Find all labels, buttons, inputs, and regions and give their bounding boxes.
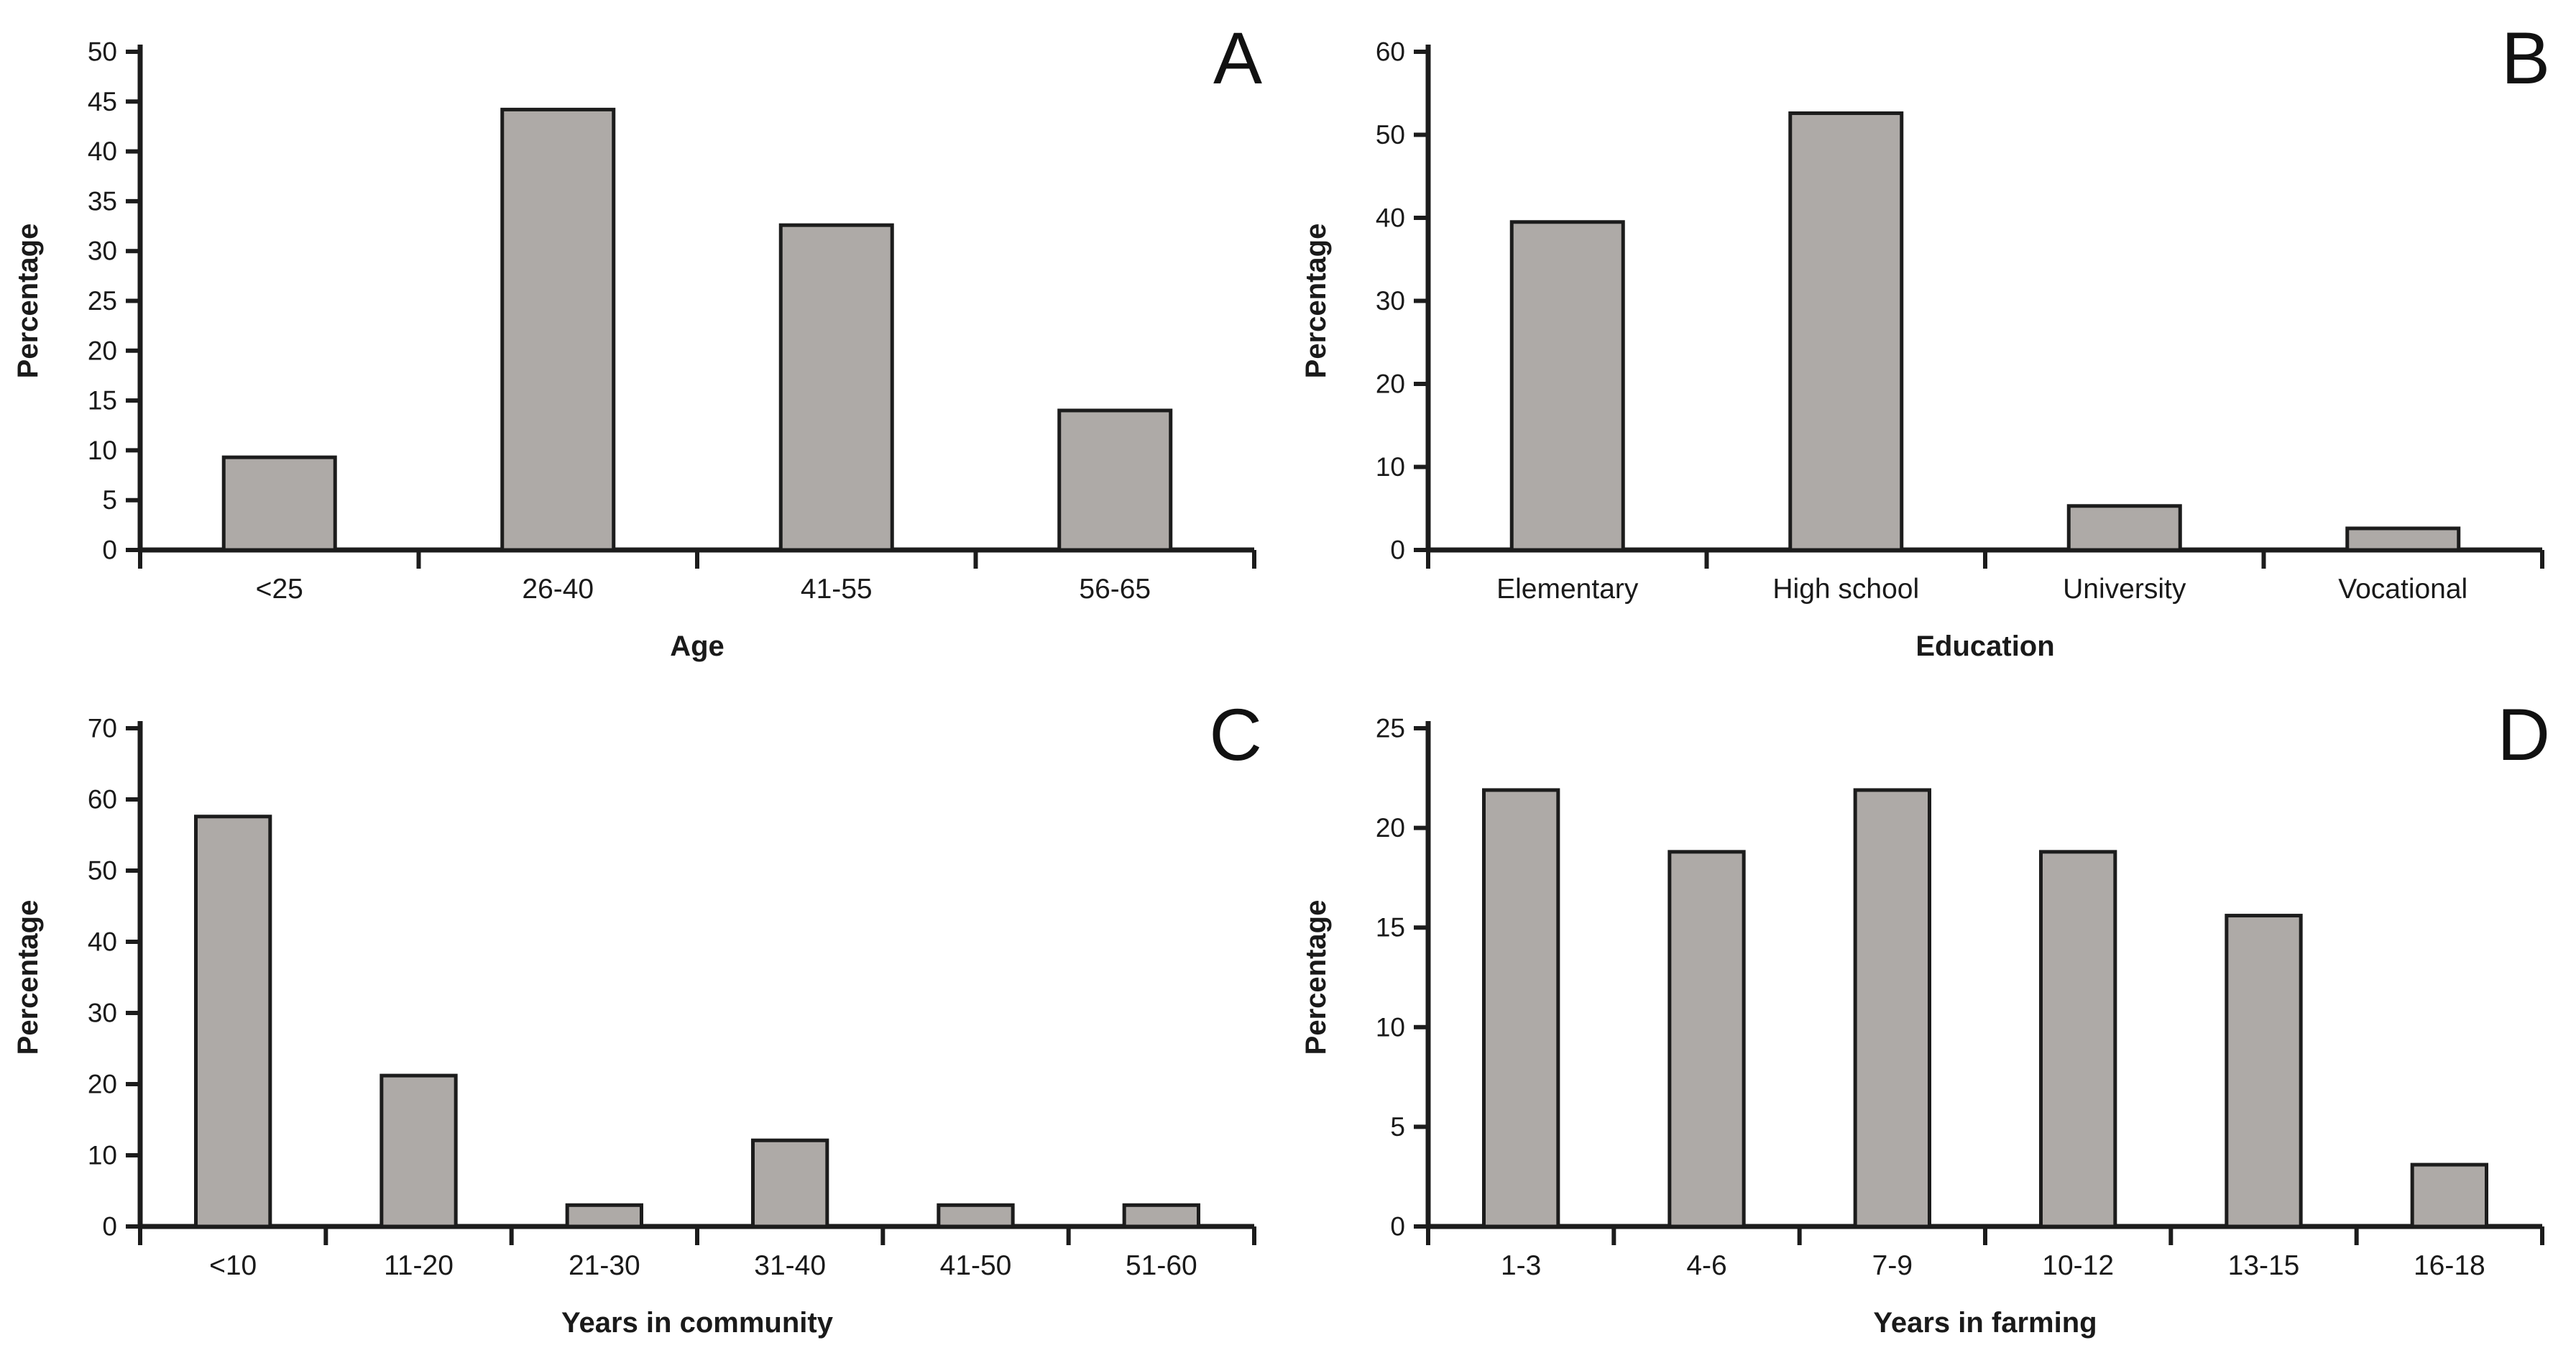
x-category-label: Vocational [2338,574,2467,605]
y-tick-label: 0 [102,1212,117,1242]
x-category-label: 41-50 [940,1250,1012,1281]
y-tick-label: 30 [88,237,117,266]
bar [937,1203,1015,1229]
x-category-label: 4-6 [1686,1250,1726,1281]
panel-chart-a: 0 5 10 15 20 25 30 35 40 45 50 <25 26-40 41-55 56-65 Ag… [0,0,1288,676]
y-tick-label: 50 [88,37,117,67]
bar [1482,788,1560,1229]
x-category-label: Elementary [1496,574,1639,605]
y-tick-label: 50 [88,856,117,886]
bar [2066,504,2182,552]
y-tick-label: 20 [1376,370,1405,399]
x-axis-title: Education [1915,630,2054,662]
y-tick-label: 10 [88,1141,117,1170]
y-tick-label: 10 [88,436,117,465]
bar [2345,526,2461,552]
panel-chart-c: 0 10 20 30 40 50 60 70 <10 11-20 21-30 31-40 41-50 51… [0,676,1288,1353]
bar [500,107,616,552]
y-tick-label: 35 [88,186,117,216]
panel-label: D [2497,694,2550,776]
y-tick-label: 20 [88,1070,117,1099]
y-tick-label: 10 [1376,452,1405,482]
y-axis-title: Percentage [1300,224,1332,379]
y-axis-title: Percentage [1300,900,1332,1055]
bar [2410,1162,2488,1229]
y-tick-label: 25 [88,286,117,316]
bar [380,1073,458,1229]
bar [1788,111,1904,552]
x-category-label: 7-9 [1872,1250,1913,1281]
y-tick-label: 60 [88,785,117,815]
panel-chart-b: 0 10 20 30 40 50 60 Elementary High school Univer… [1288,0,2576,676]
y-tick-label: 40 [88,137,117,166]
y-axis-title: Percentage [12,900,44,1055]
x-axis-title: Age [670,630,724,662]
bar [1853,788,1932,1229]
bar [2039,850,2117,1229]
y-tick-label: 10 [1376,1012,1405,1042]
x-axis-title: Years in community [561,1307,834,1339]
bar [221,455,337,552]
bar [1057,408,1173,552]
x-category-label: 26-40 [522,574,594,605]
panel-chart-d: 0 5 10 15 20 25 1-3 4-6 7-9 10-12 13-15 16-18 Years … [1288,676,2576,1353]
bar [1122,1203,1200,1229]
y-tick-label: 70 [88,714,117,743]
x-category-label: 21-30 [569,1250,640,1281]
y-tick-label: 0 [1390,1212,1405,1242]
y-axis-title: Percentage [12,224,44,379]
x-category-label: 11-20 [384,1250,454,1281]
x-category-label: <25 [256,574,303,605]
y-tick-label: 40 [1376,203,1405,233]
y-tick-label: 20 [1376,813,1405,843]
y-tick-label: 0 [102,536,117,565]
x-axis-title: Years in farming [1873,1307,2097,1339]
y-tick-label: 15 [1376,913,1405,942]
bar [2225,914,2303,1229]
y-tick-label: 20 [88,336,117,365]
y-tick-label: 0 [1390,536,1405,565]
x-category-label: 16-18 [2414,1250,2485,1281]
y-tick-label: 5 [1390,1112,1405,1142]
bar-chart-education: 0 10 20 30 40 50 60 Elementary High school Univer… [1300,17,2550,662]
x-category-label: 13-15 [2228,1250,2300,1281]
x-category-label: 10-12 [2042,1250,2114,1281]
y-tick-label: 60 [1376,37,1405,67]
bar [194,815,272,1229]
panel-label: C [1209,694,1262,776]
x-category-label: 1-3 [1501,1250,1541,1281]
y-tick-label: 5 [102,485,117,515]
panel-label: B [2501,17,2550,99]
x-category-label: High school [1772,574,1919,605]
y-tick-label: 30 [1376,286,1405,316]
bar [778,223,894,552]
x-category-label: University [2063,574,2186,605]
bar [1668,850,1746,1229]
y-tick-label: 25 [1376,714,1405,743]
x-category-label: 51-60 [1126,1250,1197,1281]
y-tick-label: 15 [88,386,117,416]
bar-chart-years-in-farming: 0 5 10 15 20 25 1-3 4-6 7-9 10-12 13-15 16-18 Years … [1300,694,2550,1339]
bar-chart-age: 0 5 10 15 20 25 30 35 40 45 50 <25 26-40 41-55 56-65 Ag… [12,17,1262,662]
y-tick-label: 50 [1376,120,1405,150]
bar-chart-years-in-community: 0 10 20 30 40 50 60 70 <10 11-20 21-30 31-40 41-50 51… [12,694,1262,1339]
y-tick-label: 40 [88,927,117,957]
bar [565,1203,644,1229]
y-tick-label: 45 [88,87,117,116]
bar [751,1138,829,1229]
x-category-label: 41-55 [801,574,873,605]
x-category-label: 56-65 [1079,574,1151,605]
bar [1509,220,1625,552]
panel-label: A [1213,17,1262,99]
y-tick-label: 30 [88,999,117,1028]
x-category-label: 31-40 [754,1250,826,1281]
x-category-label: <10 [209,1250,257,1281]
